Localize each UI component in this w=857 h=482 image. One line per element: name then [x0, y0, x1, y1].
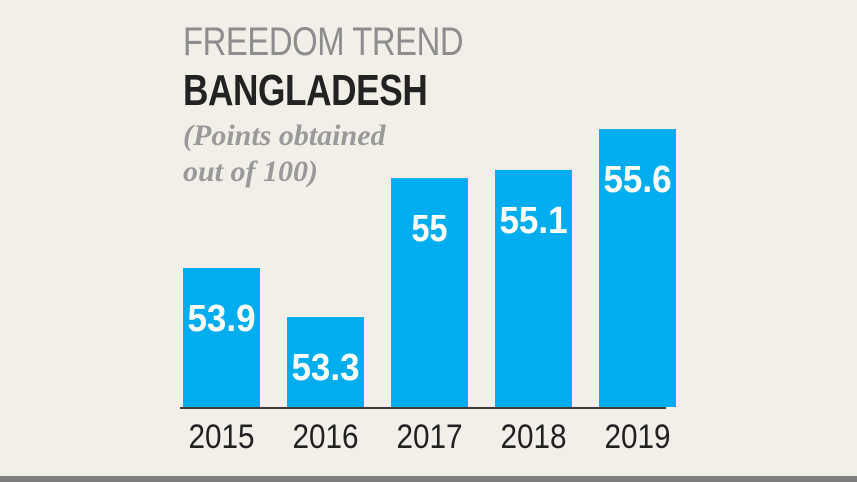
bar-value-label-2019: 55.6 [604, 159, 672, 201]
bar-2015 [183, 268, 260, 407]
x-tick-label-2016: 2016 [293, 418, 359, 456]
x-tick-label-2018: 2018 [501, 418, 567, 456]
chart-units-note-line-1: (Points obtained [183, 119, 386, 152]
bar-2016 [287, 317, 364, 407]
chart-subtitle: BANGLADESH [183, 66, 428, 115]
bar-value-label-2015: 53.9 [188, 298, 256, 340]
bar-value-label-2018: 55.1 [500, 200, 568, 242]
bar-2018 [495, 169, 572, 407]
x-tick-label-2019: 2019 [605, 418, 671, 456]
chart-units-note-line-2: out of 100) [183, 155, 318, 188]
chart-title: FREEDOM TREND [183, 20, 464, 64]
bar-2017 [391, 178, 468, 407]
x-tick-label-2017: 2017 [397, 418, 463, 456]
bottom-divider [0, 476, 857, 482]
bar-2019 [599, 129, 676, 408]
chart-units-note: (Points obtained out of 100) [183, 118, 386, 190]
bar-value-label-2017: 55 [412, 208, 448, 250]
x-tick-label-2015: 2015 [189, 418, 255, 456]
bar-value-label-2016: 53.3 [292, 347, 360, 389]
